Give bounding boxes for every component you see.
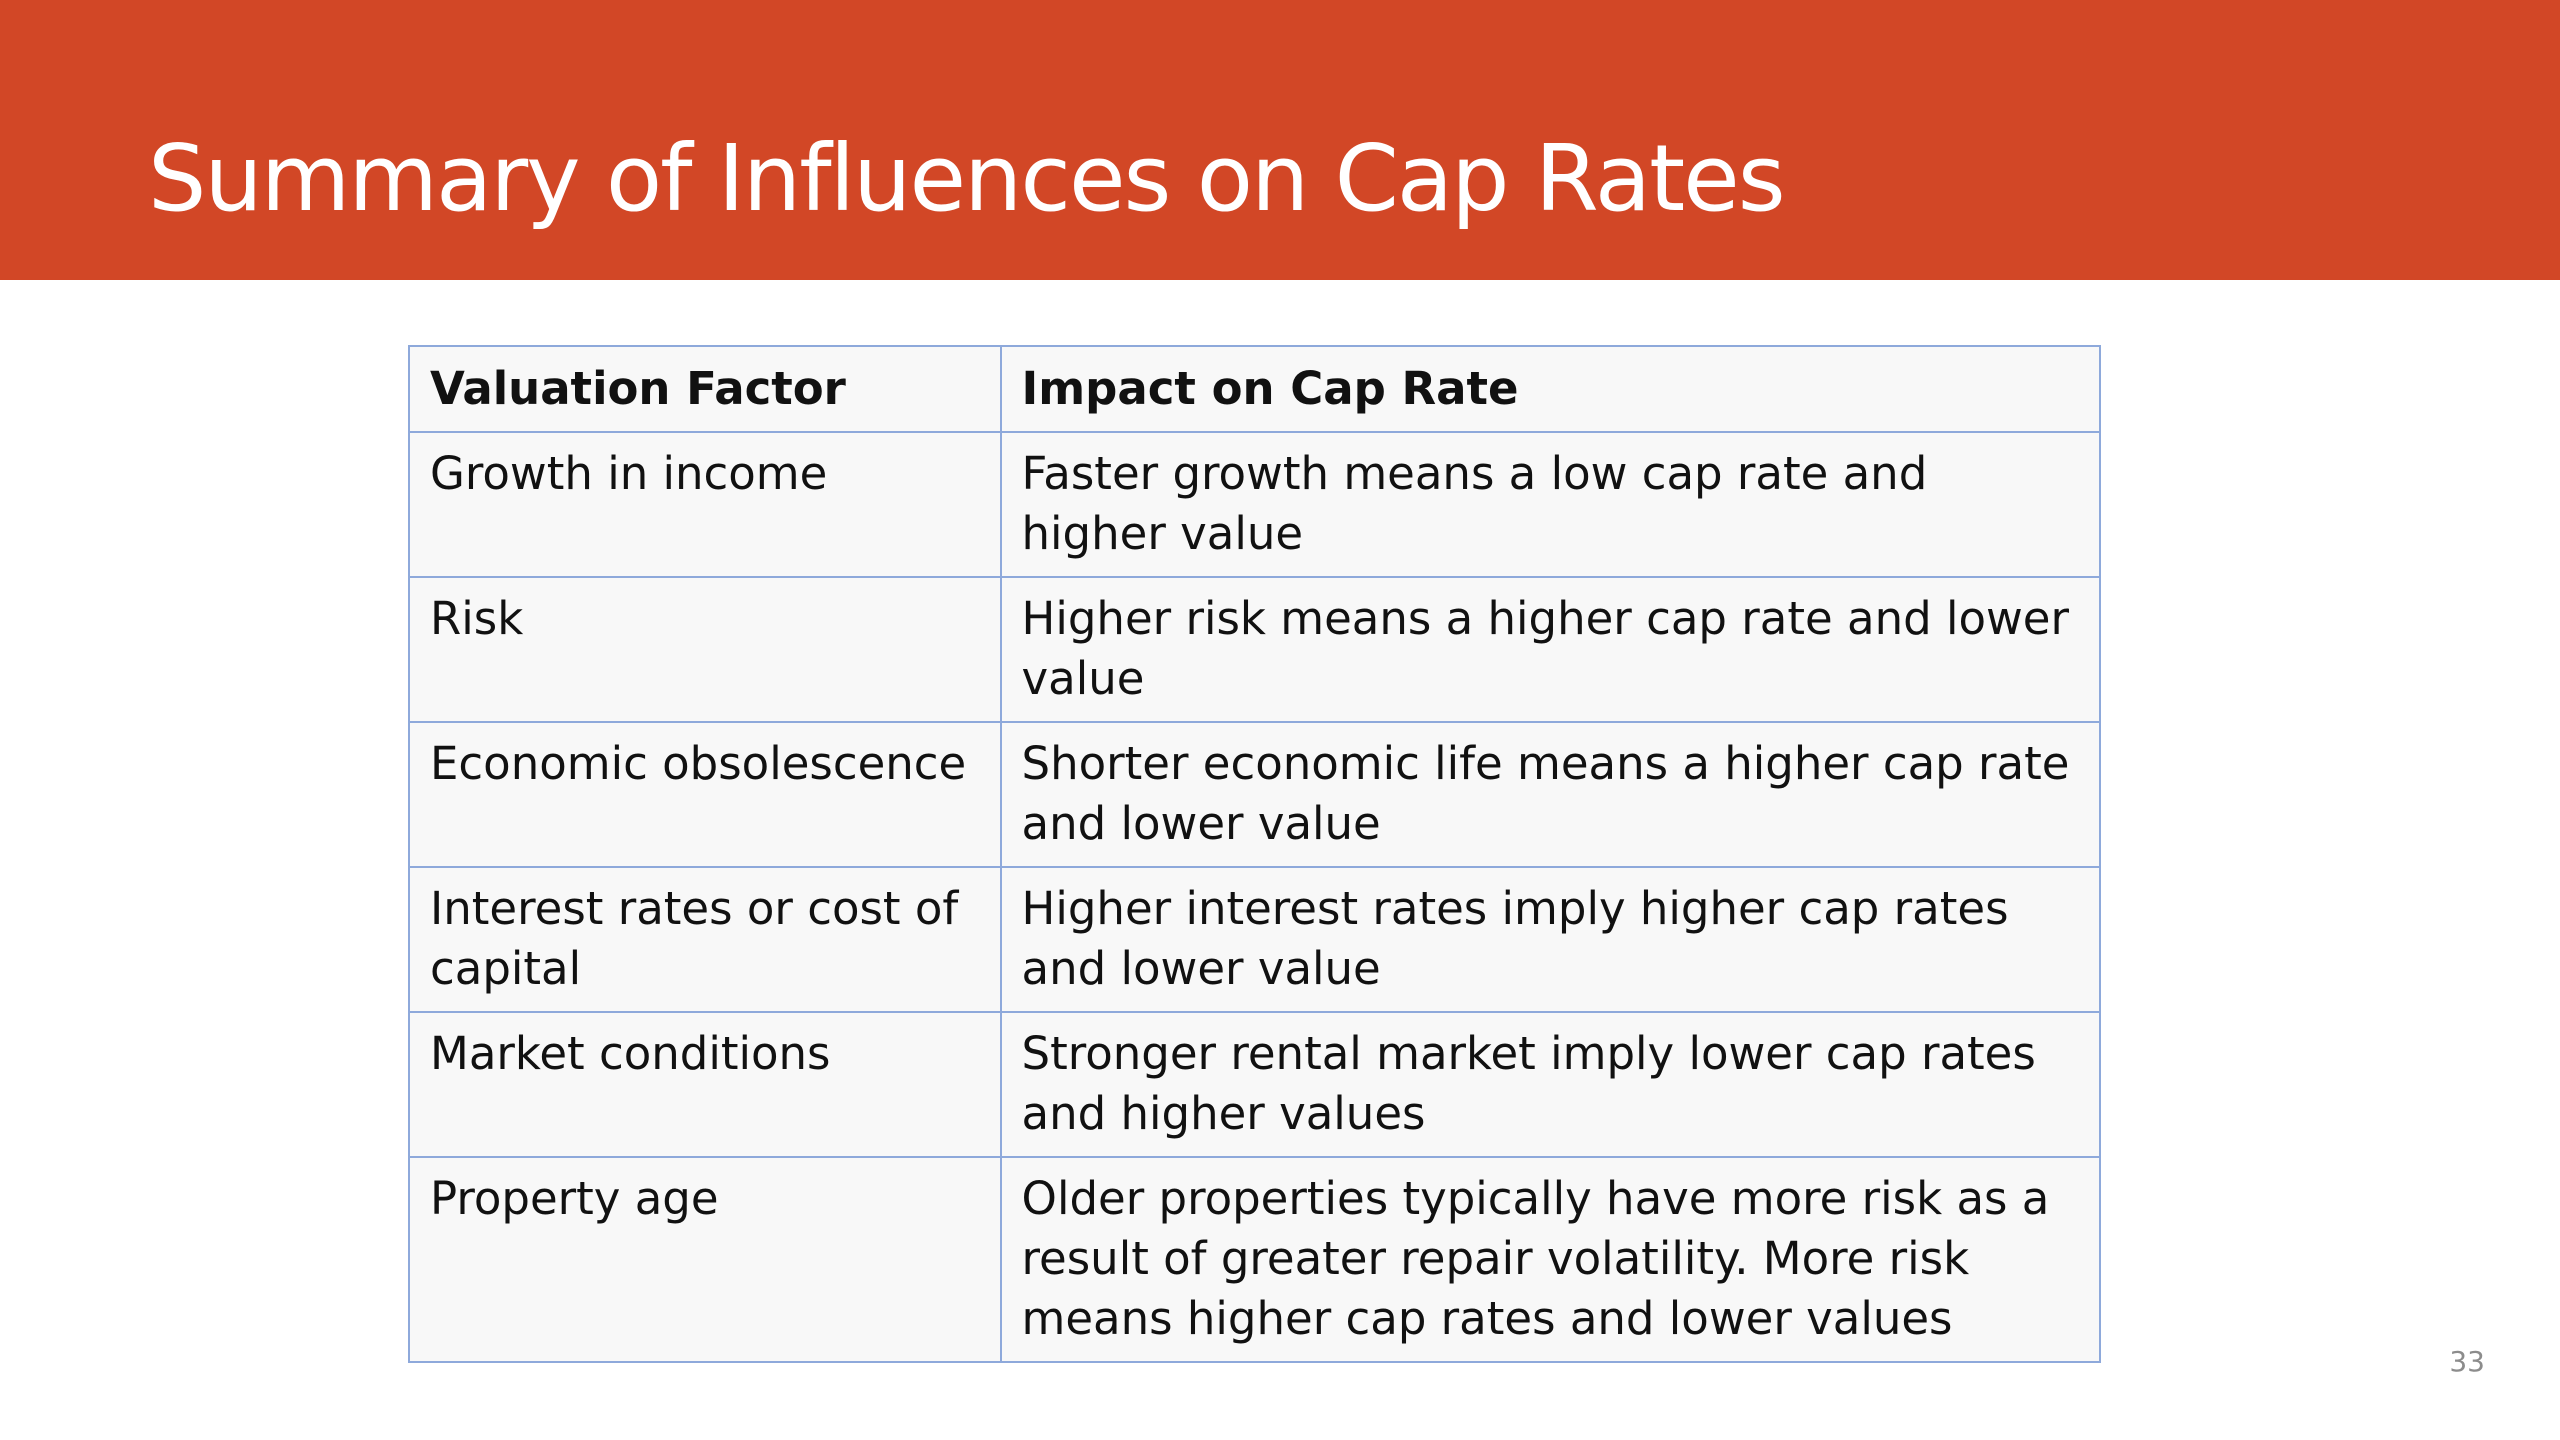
table-header-row: Valuation Factor Impact on Cap Rate: [408, 345, 2102, 433]
table-row: Interest rates or cost of capital Higher…: [408, 866, 2102, 1013]
impact-cell: Older properties typically have more ris…: [999, 1156, 2102, 1363]
factor-cell: Economic obsolescence: [408, 721, 1002, 868]
table-row: Risk Higher risk means a higher cap rate…: [408, 576, 2102, 723]
impact-cell: Higher risk means a higher cap rate and …: [999, 576, 2102, 723]
cap-rate-factors-table: Valuation Factor Impact on Cap Rate Grow…: [408, 345, 2102, 1363]
column-header-impact-on-cap-rate: Impact on Cap Rate: [999, 345, 2102, 433]
title-banner: Summary of Influences on Cap Rates: [0, 0, 2560, 280]
factor-cell: Risk: [408, 576, 1002, 723]
slide-title: Summary of Influences on Cap Rates: [148, 125, 1786, 232]
page-number: 33: [2449, 1345, 2485, 1378]
impact-cell: Shorter economic life means a higher cap…: [999, 721, 2102, 868]
table-row: Property age Older properties typically …: [408, 1156, 2102, 1363]
column-header-valuation-factor: Valuation Factor: [408, 345, 1002, 433]
factor-cell: Growth in income: [408, 431, 1002, 578]
table-row: Market conditions Stronger rental market…: [408, 1011, 2102, 1158]
table-row: Growth in income Faster growth means a l…: [408, 431, 2102, 578]
factor-cell: Interest rates or cost of capital: [408, 866, 1002, 1013]
factor-cell: Market conditions: [408, 1011, 1002, 1158]
factor-cell: Property age: [408, 1156, 1002, 1363]
impact-cell: Faster growth means a low cap rate and h…: [999, 431, 2102, 578]
table-row: Economic obsolescence Shorter economic l…: [408, 721, 2102, 868]
impact-cell: Stronger rental market imply lower cap r…: [999, 1011, 2102, 1158]
impact-cell: Higher interest rates imply higher cap r…: [999, 866, 2102, 1013]
